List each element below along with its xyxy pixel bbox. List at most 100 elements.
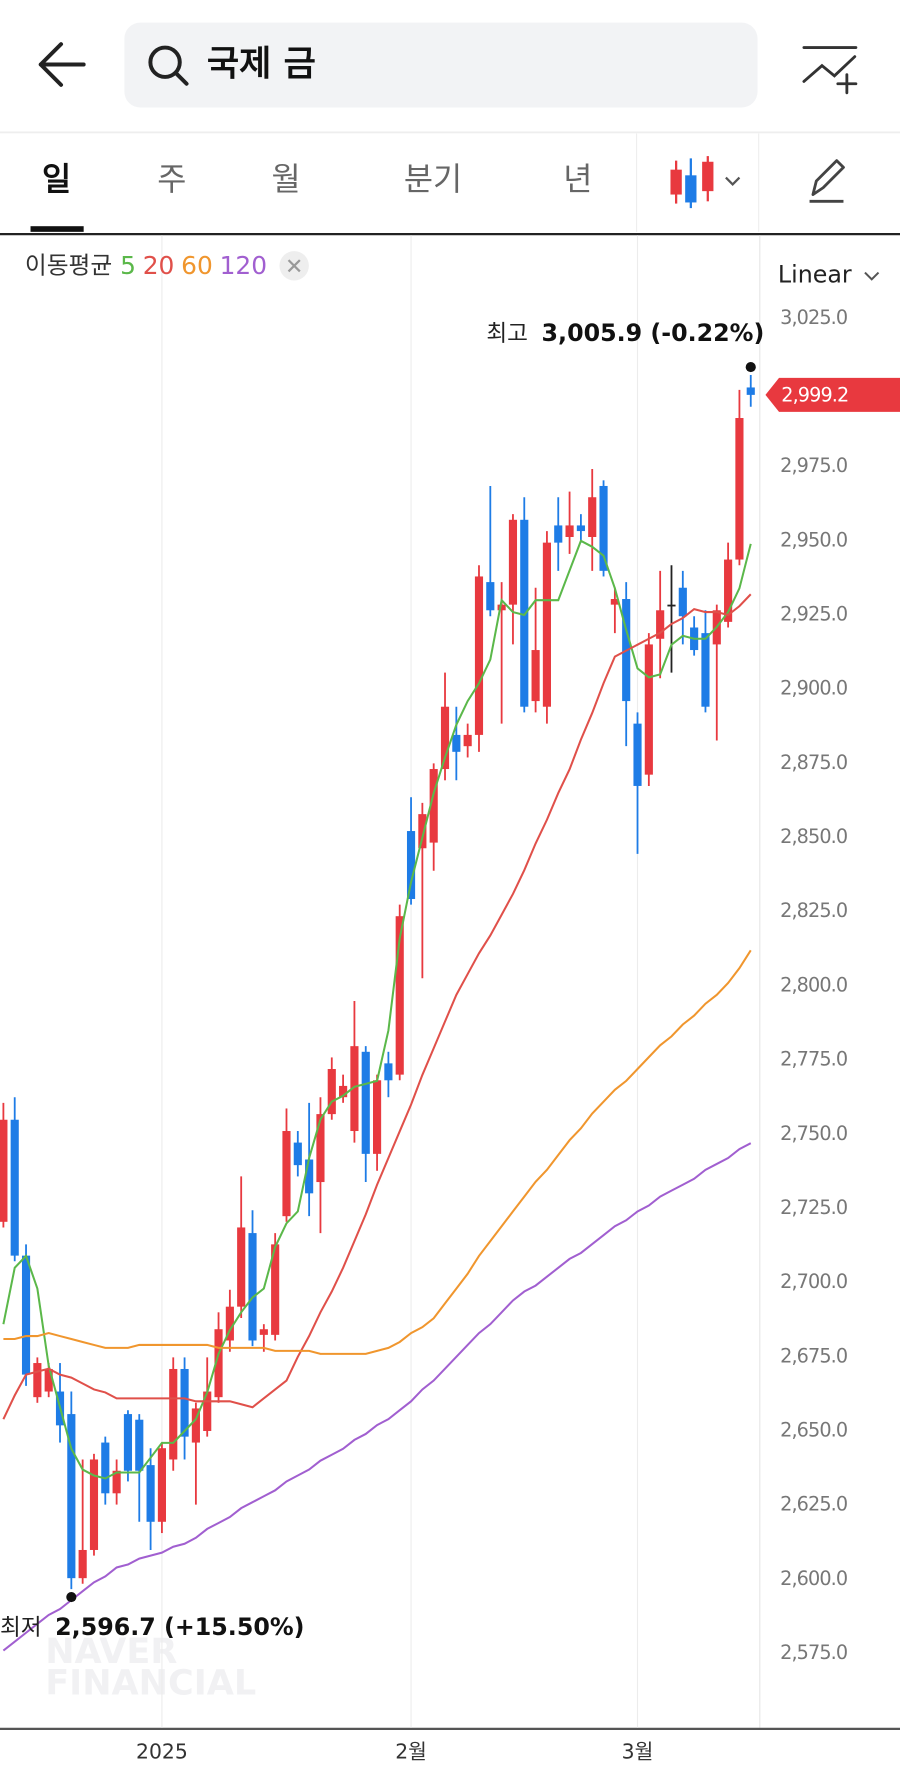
candle-body: [520, 519, 529, 707]
y-tick-label: 2,725.0: [780, 1196, 847, 1219]
candle-body: [395, 916, 404, 1075]
high-label: 최고: [486, 321, 528, 347]
candle-body: [248, 1233, 257, 1341]
tab[interactable]: 일: [42, 162, 71, 198]
candle-body: [21, 1255, 31, 1375]
candle-body: [271, 1244, 280, 1335]
draw-button[interactable]: [809, 159, 845, 203]
y-tick-label: 2,650.0: [780, 1418, 847, 1441]
low-label: 최저: [0, 1615, 42, 1641]
high-dot: [745, 361, 756, 373]
candle-body: [542, 542, 551, 707]
candle-body: [406, 831, 416, 899]
candle-body: [33, 1363, 42, 1398]
candle-body: [169, 1368, 178, 1460]
y-tick-label: 2,625.0: [780, 1493, 847, 1516]
candle-body: [361, 1051, 370, 1154]
high-value: 3,005.9 (-0.22%): [542, 319, 765, 347]
tab[interactable]: 년: [563, 162, 592, 198]
candle-body: [10, 1119, 19, 1256]
candle-body: [293, 1142, 302, 1166]
candle-body: [67, 1414, 76, 1579]
scale-selector[interactable]: Linear: [778, 260, 852, 288]
candle-body: [225, 1306, 234, 1341]
legend-entry: 20: [143, 251, 175, 280]
candle-body: [384, 1063, 393, 1081]
candle-body: [327, 1069, 336, 1115]
y-tick-label: 2,775.0: [780, 1048, 847, 1071]
candle-body: [0, 1119, 8, 1222]
search-icon: [148, 45, 189, 86]
candle-body: [656, 610, 665, 639]
candle-body: [701, 633, 710, 707]
legend-entry: 5: [120, 251, 136, 280]
y-tick-label: 2,800.0: [780, 973, 847, 996]
back-button[interactable]: [38, 42, 86, 87]
candle-body: [339, 1085, 348, 1098]
candle-body: [486, 582, 495, 611]
y-tick-label: 2,700.0: [780, 1270, 847, 1293]
y-tick-label: 2,750.0: [780, 1122, 847, 1145]
y-tick-label: 2,875.0: [780, 751, 847, 774]
candle-body: [508, 519, 518, 605]
search-text: 국제 금: [207, 44, 316, 85]
candle-body: [678, 587, 687, 617]
candle-body: [146, 1465, 155, 1522]
moving-average-line: [2, 593, 752, 1420]
candle-body: [588, 497, 597, 537]
x-tick-label: 2025: [136, 1740, 188, 1764]
watermark: NAVER: [45, 1631, 177, 1672]
candle-body: [282, 1131, 291, 1217]
tab-indicator: [30, 226, 84, 232]
candle-body: [565, 525, 574, 537]
candle-body: [599, 485, 608, 571]
tab[interactable]: 월: [272, 162, 301, 198]
candle-body: [237, 1227, 246, 1307]
y-tick-label: 3,025.0: [780, 306, 847, 329]
y-tick-label: 2,900.0: [780, 677, 847, 700]
compare-icon[interactable]: [802, 46, 858, 95]
search-box[interactable]: [124, 22, 758, 108]
tab[interactable]: 주: [157, 162, 186, 198]
watermark: FINANCIAL: [45, 1663, 256, 1704]
candle-body: [44, 1368, 53, 1392]
low-value: 2,596.7 (+15.50%): [55, 1613, 304, 1641]
legend-entry: 60: [181, 251, 213, 280]
candle-body: [180, 1368, 189, 1437]
y-tick-label: 2,600.0: [780, 1567, 847, 1590]
candle-body: [440, 706, 450, 770]
candle-body: [576, 525, 585, 532]
y-tick-label: 2,850.0: [780, 825, 847, 848]
candle-body: [463, 734, 472, 747]
y-tick-label: 2,675.0: [780, 1344, 847, 1367]
x-tick-label: 2월: [395, 1740, 427, 1764]
low-dot: [66, 1591, 77, 1603]
candle-body: [735, 418, 744, 560]
candle-body: [78, 1549, 87, 1579]
candle-body: [497, 604, 506, 611]
tab[interactable]: 분기: [404, 162, 462, 198]
candle-body: [644, 644, 653, 775]
candle-body: [135, 1419, 144, 1471]
legend-entry: 120: [220, 251, 267, 280]
last-price-tag: [765, 377, 900, 412]
candle-body: [259, 1329, 268, 1335]
candle-body: [452, 734, 461, 752]
moving-average-line: [3, 949, 752, 1355]
legend-title: 이동평균: [25, 251, 112, 279]
candle-body: [373, 1080, 382, 1154]
chart-type-button[interactable]: [670, 156, 741, 209]
candle-body: [203, 1391, 212, 1431]
candle-body: [633, 723, 642, 786]
scale-chevron: [864, 271, 880, 281]
y-tick-label: 2,825.0: [780, 899, 847, 922]
candle-body: [305, 1159, 314, 1194]
candle-body: [350, 1046, 359, 1132]
candle-body: [112, 1470, 121, 1494]
y-tick-label: 2,975.0: [780, 454, 847, 477]
legend-close-icon: [287, 259, 301, 273]
y-tick-label: 2,575.0: [780, 1641, 847, 1664]
candle-body: [724, 559, 733, 622]
